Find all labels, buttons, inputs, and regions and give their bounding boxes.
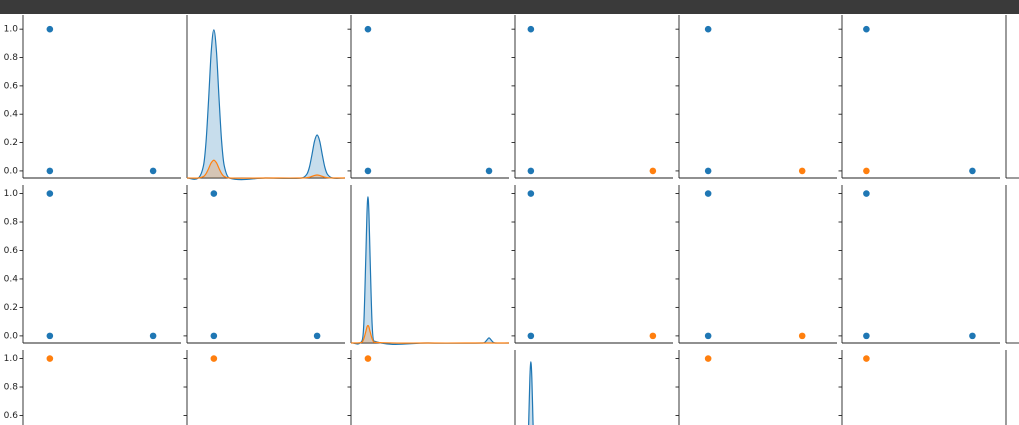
y-tick-label: 0.6 <box>4 246 19 256</box>
scatter-point <box>798 332 806 340</box>
scatter-point <box>969 167 976 175</box>
kde-line <box>350 324 509 344</box>
y-tick-label: 0.4 <box>4 110 19 120</box>
y-tick-label: 0.2 <box>4 138 18 148</box>
kde-area <box>351 196 509 345</box>
scatter-point <box>863 167 870 175</box>
scatter-point <box>863 355 870 362</box>
top-bar <box>0 0 1019 14</box>
scatter-point <box>527 190 535 197</box>
scatter-point <box>46 167 54 175</box>
scatter-point <box>527 167 535 175</box>
scatter-point <box>46 190 54 197</box>
scatter-point <box>863 190 870 197</box>
kde-line <box>528 361 534 425</box>
scatter-point <box>364 355 372 362</box>
kde-area <box>351 325 509 344</box>
scatter-point <box>313 332 321 340</box>
scatter-point <box>210 355 218 362</box>
y-tick-label: 0.6 <box>4 411 19 421</box>
scatter-point <box>46 332 54 340</box>
scatter-point <box>149 167 157 175</box>
kde-line <box>350 196 510 346</box>
y-tick-label: 0.8 <box>4 383 19 393</box>
scatter-point <box>210 332 218 340</box>
scatter-point <box>364 167 372 175</box>
scatter-point <box>46 355 54 362</box>
y-tick-label: 0.0 <box>4 331 19 341</box>
scatter-point <box>46 25 54 33</box>
scatter-point <box>527 25 535 33</box>
kde-area <box>187 160 345 179</box>
y-tick-label: 1.0 <box>4 354 19 364</box>
y-tick-label: 1.0 <box>4 189 19 199</box>
y-tick-label: 0.4 <box>4 274 19 284</box>
scatter-point <box>863 332 870 340</box>
scatter-point <box>527 332 535 340</box>
scatter-point <box>969 332 976 340</box>
y-tick-label: 0.6 <box>4 81 19 91</box>
y-tick-label: 0.8 <box>4 218 19 228</box>
kde-area <box>187 29 345 180</box>
scatter-point <box>704 355 712 362</box>
kde-line <box>186 159 346 179</box>
scatter-point <box>149 332 157 340</box>
y-tick-label: 0.2 <box>4 303 18 313</box>
scatter-point <box>210 190 218 197</box>
y-tick-label: 0.0 <box>4 166 19 176</box>
y-tick-label: 1.0 <box>4 25 19 35</box>
scatter-point <box>704 25 712 33</box>
scatter-point <box>704 332 712 340</box>
scatter-point <box>704 190 712 197</box>
scatter-point <box>364 25 372 33</box>
scatter-point <box>704 167 712 175</box>
scatter-point <box>863 25 870 33</box>
scatter-point <box>649 167 657 175</box>
scatter-point <box>798 167 806 175</box>
y-tick-label: 0.8 <box>4 53 19 63</box>
scatter-point <box>485 167 493 175</box>
kde-area <box>528 361 534 425</box>
scatter-point <box>649 332 657 340</box>
